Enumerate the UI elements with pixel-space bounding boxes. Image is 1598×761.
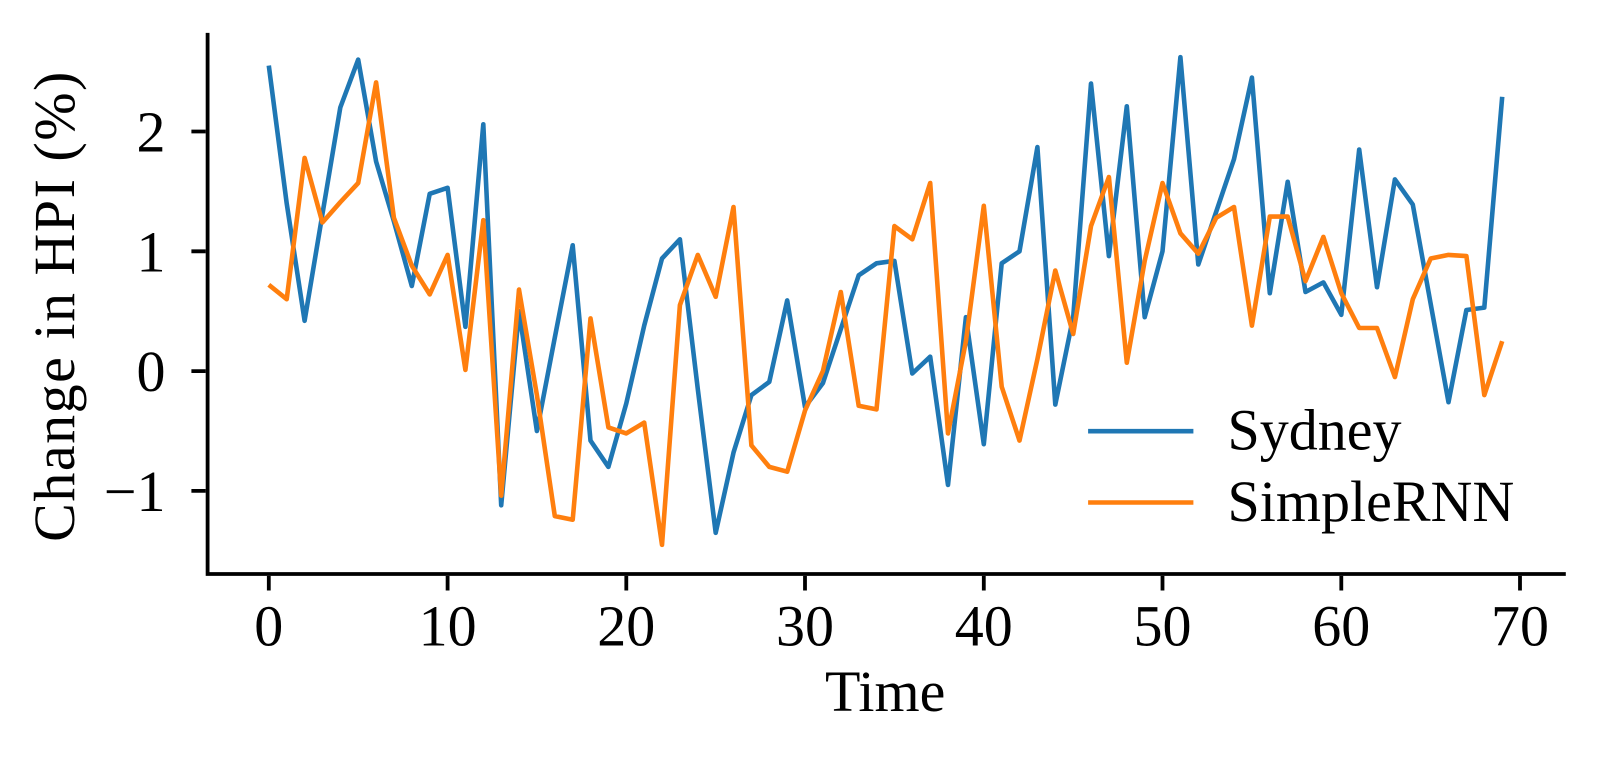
svg-text:20: 20 <box>597 594 655 659</box>
svg-text:30: 30 <box>776 594 834 659</box>
svg-text:SimpleRNN: SimpleRNN <box>1228 469 1515 534</box>
svg-text:1: 1 <box>137 219 166 284</box>
svg-text:Sydney: Sydney <box>1228 398 1402 463</box>
svg-text:10: 10 <box>419 594 477 659</box>
svg-text:2: 2 <box>137 100 166 165</box>
svg-text:Change in HPI (%): Change in HPI (%) <box>22 70 87 542</box>
svg-text:0: 0 <box>137 339 166 404</box>
svg-text:70: 70 <box>1491 594 1549 659</box>
svg-text:60: 60 <box>1312 594 1370 659</box>
svg-text:40: 40 <box>955 594 1013 659</box>
svg-text:Time: Time <box>825 659 945 724</box>
svg-text:0: 0 <box>254 594 283 659</box>
svg-text:−1: −1 <box>104 459 166 524</box>
svg-text:50: 50 <box>1134 594 1192 659</box>
